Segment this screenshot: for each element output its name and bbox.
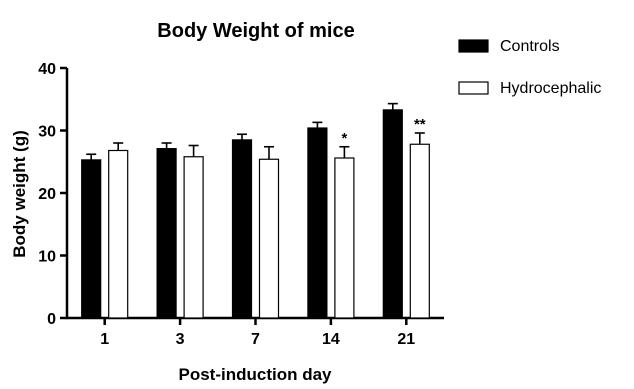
y-tick-label: 40	[38, 61, 56, 78]
significance-label: *	[341, 130, 347, 147]
bar-hydrocephalic	[409, 143, 430, 319]
bar-hydrocephalic	[258, 158, 280, 319]
x-tick-label: 7	[251, 331, 260, 348]
chart-title: Body Weight of mice	[157, 20, 354, 42]
bar-controls	[307, 127, 328, 319]
y-tick-label: 30	[38, 124, 56, 141]
y-tick-label: 20	[38, 186, 56, 203]
bar-controls	[231, 139, 253, 319]
y-axis: 0 10 20 30 40	[38, 61, 69, 328]
legend-label-controls: Controls	[500, 38, 560, 55]
x-tick-label: 3	[176, 331, 185, 348]
y-tick-label: 10	[38, 249, 56, 266]
bar-controls	[81, 159, 102, 319]
legend-label-hydrocephalic: Hydrocephalic	[500, 80, 601, 97]
y-tick-label: 0	[47, 311, 56, 328]
significance-label: **	[414, 116, 426, 133]
x-tick-label: 1	[100, 331, 109, 348]
y-axis-label: Body weight (g)	[10, 130, 29, 257]
bar-hydrocephalic	[108, 149, 129, 319]
bar-controls	[382, 109, 403, 319]
bar-hydrocephalic	[334, 157, 355, 319]
legend: Controls Hydrocephalic	[458, 38, 601, 97]
bar-controls	[156, 148, 177, 319]
legend-swatch-controls	[458, 39, 489, 53]
bar-hydrocephalic	[183, 156, 204, 319]
legend-swatch-hydrocephalic	[458, 81, 489, 95]
x-tick-label: 14	[322, 331, 340, 348]
x-axis-label: Post-induction day	[179, 365, 333, 384]
x-axis: 1 3 7 14 21	[66, 316, 444, 348]
bars: ***	[81, 102, 430, 319]
x-tick-label: 21	[397, 331, 415, 348]
